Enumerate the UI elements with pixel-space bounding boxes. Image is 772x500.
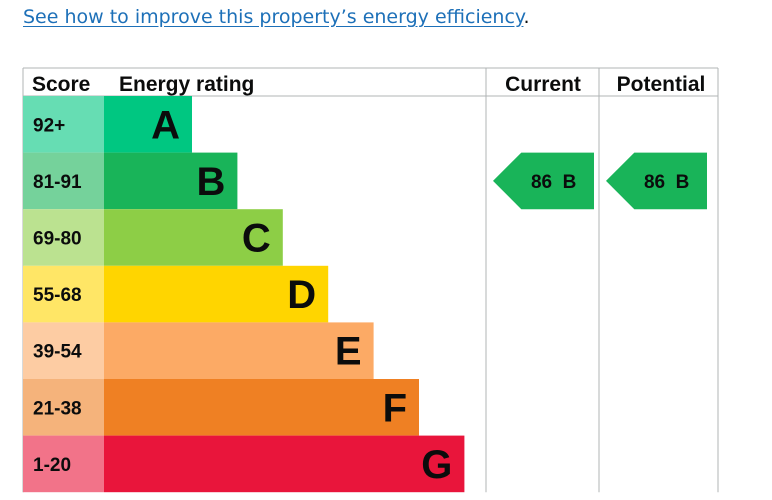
table-header: Score Energy rating Current Potential	[32, 73, 705, 96]
band-d-score-cell	[23, 265, 104, 323]
band-g-letter: G	[421, 443, 452, 487]
band-d-letter: D	[287, 273, 316, 317]
band-c-letter: C	[242, 217, 271, 261]
band-c-score-label: 69-80	[33, 229, 82, 250]
band-b-score-cell	[23, 152, 104, 210]
link-period: .	[523, 6, 530, 28]
band-a-letter: A	[151, 103, 180, 147]
band-f-letter: F	[383, 386, 407, 430]
band-g-bar	[104, 435, 465, 493]
potential-rating-arrow-label: 86 B	[644, 172, 689, 193]
potential-rating-arrow: 86 B	[606, 152, 707, 210]
band-c-bar	[104, 209, 283, 266]
energy-rating-header: Energy rating	[119, 73, 254, 96]
band-b-bar	[104, 152, 238, 210]
score-header: Score	[32, 73, 90, 96]
current-header: Current	[505, 73, 581, 96]
band-b-letter: B	[197, 160, 226, 204]
band-b-score-label: 81-91	[33, 172, 82, 193]
current-rating-arrow-shape	[493, 152, 594, 210]
potential-rating-arrow-shape	[606, 152, 707, 210]
improve-efficiency-line: See how to improve this property’s energ…	[23, 6, 530, 28]
band-g-score-label: 1-20	[33, 455, 71, 476]
band-d-score-label: 55-68	[33, 285, 82, 306]
band-c-score-cell	[23, 209, 104, 266]
band-f: 21-38 F	[23, 379, 419, 436]
current-rating-arrow-label: 86 B	[531, 172, 576, 193]
band-d: 55-68 D	[23, 265, 329, 323]
band-a-bar	[104, 96, 192, 153]
band-c: 69-80 C	[23, 209, 283, 266]
band-e-score-cell	[23, 322, 104, 379]
improve-efficiency-link[interactable]: See how to improve this property’s energ…	[23, 6, 524, 28]
band-f-bar	[104, 379, 419, 436]
band-g-score-cell	[23, 435, 104, 493]
current-rating-arrow: 86 B	[493, 152, 594, 210]
band-b: 81-91 B	[23, 152, 238, 210]
band-f-score-label: 21-38	[33, 398, 82, 419]
band-e-letter: E	[335, 330, 362, 374]
band-d-bar	[104, 265, 329, 323]
band-e-score-label: 39-54	[33, 342, 82, 363]
band-e: 39-54 E	[23, 322, 374, 379]
band-a: 92+ A	[23, 96, 192, 153]
band-e-bar	[104, 322, 374, 379]
band-g: 1-20 G	[23, 435, 465, 493]
band-a-score-label: 92+	[33, 115, 65, 136]
potential-header: Potential	[617, 73, 706, 96]
rating-bands: 92+ A 81-91 B 69-80 C 55-68 D 39-54 E 21-38 F 1-20 G	[23, 96, 465, 493]
rating-arrows: 86 B 86 B	[493, 152, 707, 210]
band-f-score-cell	[23, 379, 104, 436]
band-a-score-cell	[23, 96, 104, 153]
